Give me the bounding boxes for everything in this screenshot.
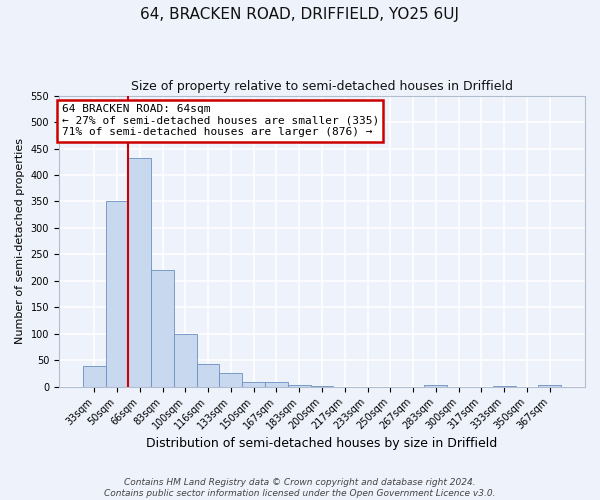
Bar bbox=[242, 382, 265, 387]
Bar bbox=[220, 373, 242, 387]
Bar bbox=[128, 158, 151, 387]
Bar bbox=[311, 386, 334, 387]
Bar bbox=[83, 366, 106, 387]
X-axis label: Distribution of semi-detached houses by size in Driffield: Distribution of semi-detached houses by … bbox=[146, 437, 497, 450]
Bar bbox=[493, 386, 515, 387]
Bar bbox=[265, 382, 288, 387]
Title: Size of property relative to semi-detached houses in Driffield: Size of property relative to semi-detach… bbox=[131, 80, 513, 93]
Bar bbox=[197, 364, 220, 387]
Bar bbox=[174, 334, 197, 387]
Bar bbox=[288, 385, 311, 387]
Text: Contains HM Land Registry data © Crown copyright and database right 2024.
Contai: Contains HM Land Registry data © Crown c… bbox=[104, 478, 496, 498]
Bar bbox=[151, 270, 174, 387]
Text: 64, BRACKEN ROAD, DRIFFIELD, YO25 6UJ: 64, BRACKEN ROAD, DRIFFIELD, YO25 6UJ bbox=[140, 8, 460, 22]
Bar bbox=[424, 385, 447, 387]
Bar bbox=[106, 202, 128, 387]
Bar bbox=[538, 385, 561, 387]
Y-axis label: Number of semi-detached properties: Number of semi-detached properties bbox=[15, 138, 25, 344]
Text: 64 BRACKEN ROAD: 64sqm
← 27% of semi-detached houses are smaller (335)
71% of se: 64 BRACKEN ROAD: 64sqm ← 27% of semi-det… bbox=[62, 104, 379, 138]
